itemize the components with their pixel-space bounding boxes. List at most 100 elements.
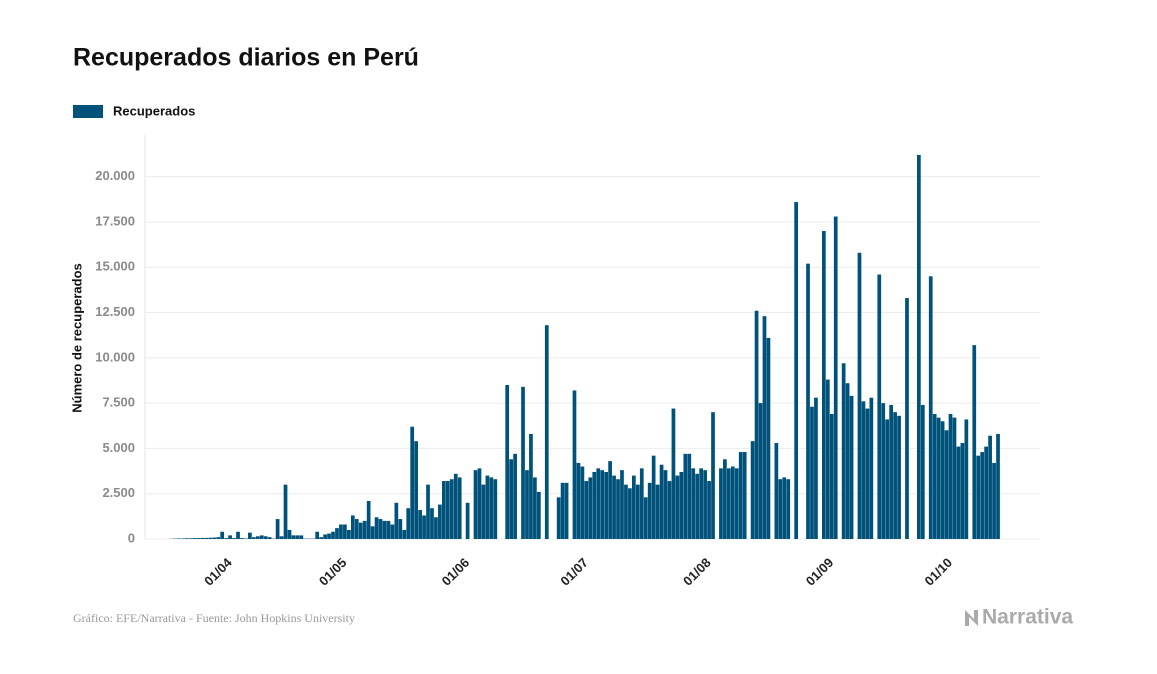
bar: [263, 536, 268, 539]
bar: [449, 479, 454, 539]
bar: [224, 538, 229, 539]
bar: [521, 386, 525, 539]
bar: [742, 452, 747, 539]
bar: [635, 484, 640, 539]
bar: [849, 395, 854, 539]
bar: [402, 529, 407, 539]
bar: [394, 502, 399, 539]
bar: [730, 466, 735, 539]
bar: [255, 536, 260, 539]
bar: [612, 475, 616, 539]
bar: [885, 419, 890, 539]
bar: [188, 538, 193, 539]
bar: [410, 426, 415, 539]
bar: [465, 502, 470, 539]
bar: [426, 484, 430, 539]
bar: [663, 470, 668, 539]
bar: [810, 406, 814, 539]
bar: [996, 433, 1000, 539]
bar: [695, 473, 700, 539]
bar: [287, 529, 292, 539]
bar: [719, 468, 723, 539]
bar: [944, 430, 949, 539]
bar: [631, 475, 636, 539]
bar: [208, 537, 213, 539]
bar: [299, 535, 304, 539]
bar: [667, 481, 672, 539]
y-tick-label: 7.500: [102, 395, 135, 410]
bar: [905, 298, 909, 539]
bar: [418, 510, 422, 539]
bar: [932, 413, 937, 539]
bar: [671, 408, 676, 539]
bar: [556, 497, 561, 539]
bar: [889, 404, 894, 539]
bar: [184, 538, 189, 539]
bar: [248, 532, 252, 539]
bar: [485, 475, 490, 539]
bar: [778, 479, 783, 539]
bar: [509, 459, 514, 539]
bar: [572, 390, 577, 539]
bar: [659, 464, 664, 539]
bar: [750, 441, 755, 539]
bar: [861, 401, 866, 539]
bar: [445, 481, 450, 539]
bar: [620, 470, 624, 539]
bar: [374, 517, 379, 539]
bar: [584, 481, 589, 539]
x-tick-label: 01/08: [680, 555, 714, 589]
bar: [180, 538, 185, 539]
bar: [453, 473, 458, 539]
x-tick-label: 01/09: [803, 555, 837, 589]
bar: [192, 538, 197, 539]
bar: [647, 482, 652, 539]
bar: [616, 479, 620, 539]
bar: [833, 216, 838, 539]
bar: [825, 379, 830, 539]
bar: [323, 534, 327, 539]
bar: [639, 468, 644, 539]
bar: [343, 524, 347, 539]
bar: [473, 470, 478, 539]
bar: [628, 488, 632, 539]
bar: [386, 520, 391, 539]
bar: [560, 482, 565, 539]
bar: [319, 537, 324, 539]
bar: [972, 345, 977, 539]
bar: [275, 519, 280, 539]
bar: [707, 481, 711, 539]
bar: [200, 537, 205, 539]
y-tick-label: 10.000: [95, 349, 135, 364]
bar: [259, 535, 264, 539]
bar: [240, 538, 244, 539]
bar: [366, 500, 371, 539]
bar: [960, 442, 965, 539]
bar: [457, 477, 462, 539]
bar: [766, 337, 771, 539]
bar: [865, 408, 870, 539]
bar: [596, 468, 601, 539]
bar: [754, 310, 759, 539]
y-tick-label: 20.000: [95, 168, 135, 183]
chart-title: Recuperados diarios en Perú: [73, 44, 419, 72]
bar: [893, 412, 897, 539]
bar: [794, 202, 799, 540]
bar: [339, 524, 343, 539]
bar: [216, 537, 221, 539]
bar: [869, 397, 874, 539]
bar: [358, 522, 363, 539]
bar: [378, 519, 383, 539]
bar: [489, 477, 494, 539]
x-tick-label: 01/05: [316, 555, 350, 589]
bar: [204, 537, 209, 539]
y-tick-label: 17.500: [95, 213, 135, 228]
x-tick-label: 01/06: [439, 555, 473, 589]
bar: [406, 508, 411, 539]
bar: [821, 231, 826, 539]
bar: [513, 453, 517, 539]
bar: [212, 537, 217, 539]
bar: [370, 526, 375, 539]
